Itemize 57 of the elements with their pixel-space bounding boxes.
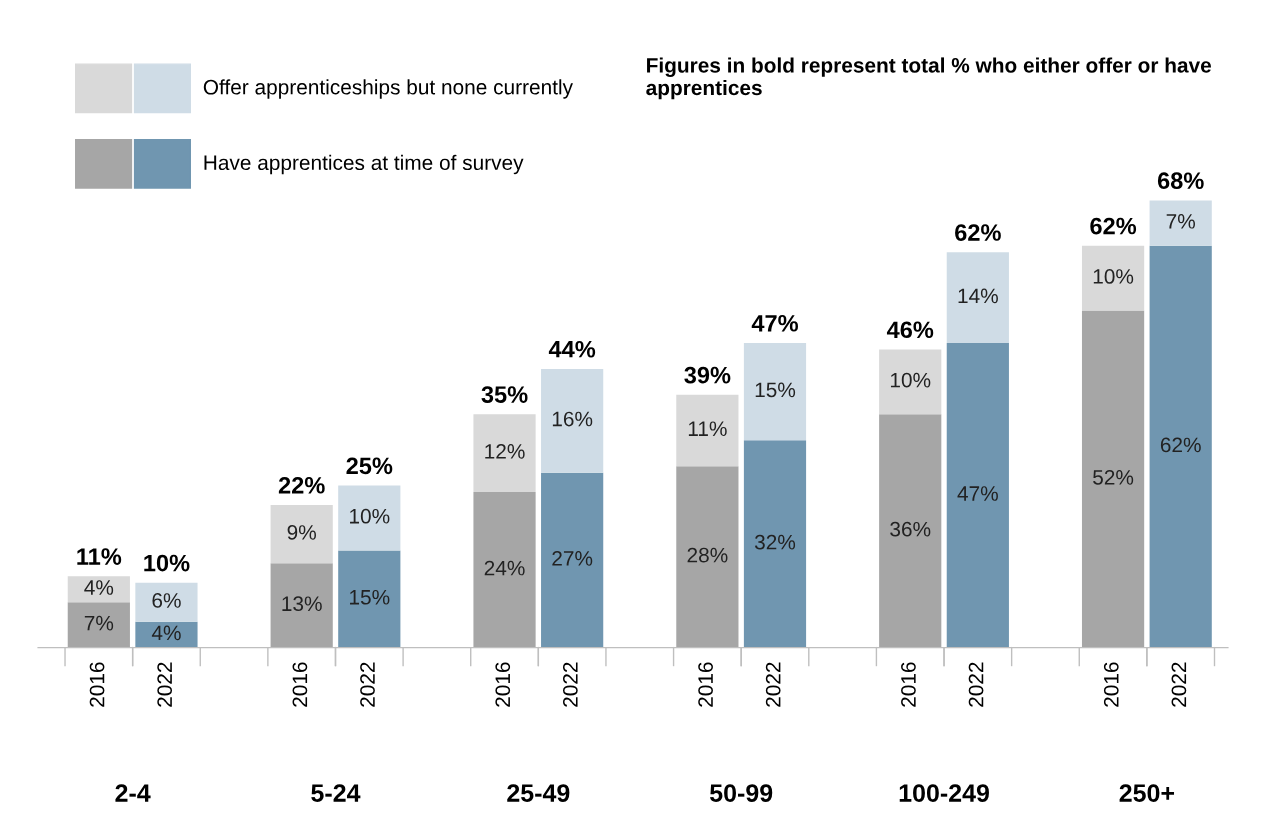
data-label: 14% <box>958 288 998 304</box>
total-label: 25% <box>346 457 393 475</box>
data-label: 13% <box>282 596 322 612</box>
data-label: 47% <box>957 486 998 501</box>
data-label: 9% <box>287 525 316 540</box>
data-label: 11% <box>688 421 727 437</box>
data-label: 28% <box>687 547 728 563</box>
text: 5-24 <box>311 784 361 802</box>
data-label: 62% <box>1160 437 1201 453</box>
total-label: 68% <box>1157 172 1204 190</box>
total-label: 46% <box>886 321 934 339</box>
total-label: 11% <box>77 548 122 565</box>
data-label: 32% <box>754 534 796 550</box>
data-label: 10% <box>350 508 390 524</box>
text: 2-4 <box>115 784 151 802</box>
text: 50-99 <box>709 784 773 802</box>
x-tick-label: 2016 <box>698 662 713 707</box>
data-label: 7% <box>84 615 114 631</box>
x-tick-label: 2022 <box>360 662 375 707</box>
x-tick-label: 2016 <box>901 662 916 707</box>
text: Figures in bold represent total % who either offer or have apprentices <box>646 57 1212 100</box>
x-tick-label: 2022 <box>157 662 173 707</box>
x-tick-label: 2016 <box>495 662 511 707</box>
data-label: 12% <box>485 444 525 459</box>
data-label: 7% <box>1166 214 1195 229</box>
legend-label: Offer apprenticeships but none currently <box>203 79 573 99</box>
data-label: 24% <box>484 560 525 576</box>
text: 100-249 <box>899 784 989 802</box>
total-label: 22% <box>278 476 325 494</box>
x-tick-label: 2016 <box>292 662 308 707</box>
legend-label: Have apprentices at time of survey <box>204 154 524 175</box>
text: 25-49 <box>507 784 570 802</box>
text: 250+ <box>1119 784 1175 802</box>
data-label: 27% <box>552 550 593 566</box>
total-label: 47% <box>751 314 798 332</box>
data-label: 6% <box>152 593 181 608</box>
data-label: 16% <box>552 411 593 427</box>
data-label: 15% <box>755 382 796 398</box>
x-tick-label: 2022 <box>968 662 984 707</box>
total-label: 35% <box>481 386 528 403</box>
total-label: 44% <box>548 340 596 358</box>
total-label: 10% <box>144 554 190 572</box>
data-label: 52% <box>1093 469 1134 485</box>
data-label: 36% <box>890 521 931 537</box>
data-label: 15% <box>350 589 390 605</box>
x-tick-label: 2022 <box>765 662 781 707</box>
total-label: 39% <box>684 366 731 384</box>
x-tick-label: 2022 <box>1171 662 1187 707</box>
data-label: 10% <box>890 372 931 388</box>
data-label: 4% <box>151 625 181 641</box>
data-label: 4% <box>84 580 114 595</box>
x-tick-label: 2016 <box>1103 662 1119 707</box>
x-tick-label: 2016 <box>89 662 105 707</box>
total-label: 62% <box>1090 217 1137 235</box>
total-label: 62% <box>955 224 1001 241</box>
x-tick-label: 2022 <box>562 662 578 707</box>
data-label: 10% <box>1093 269 1134 284</box>
